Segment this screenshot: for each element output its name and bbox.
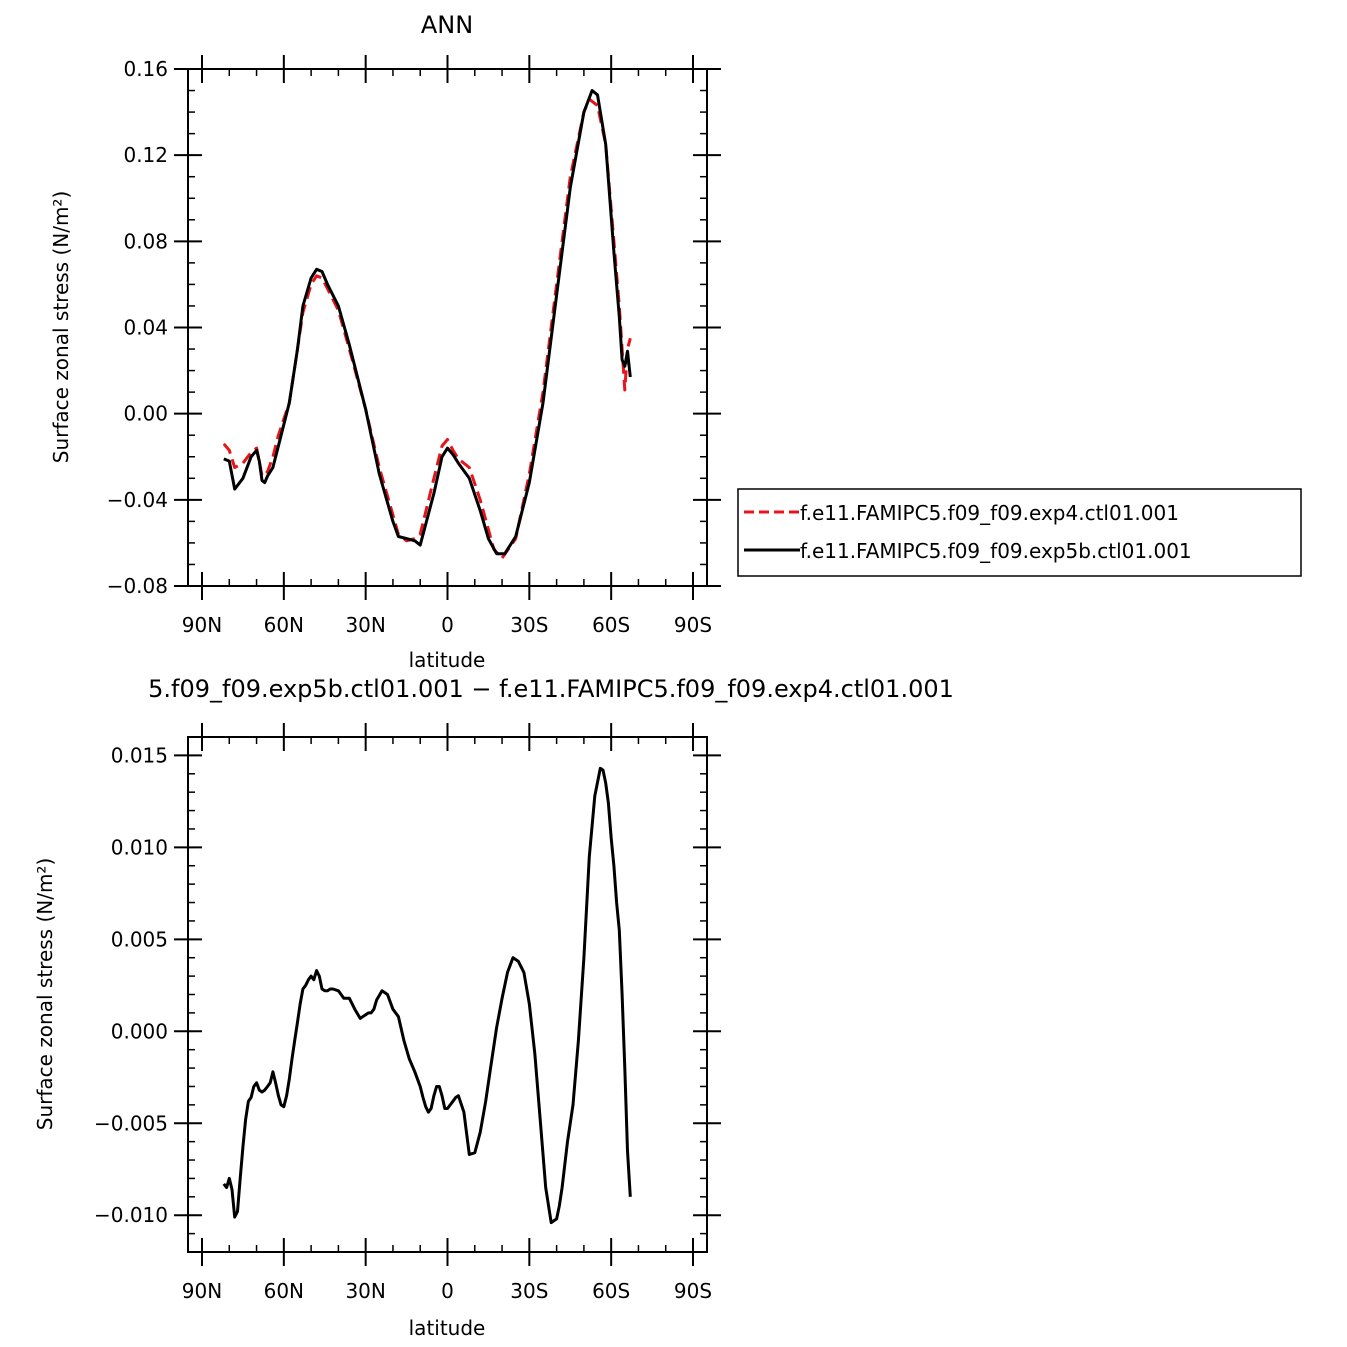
top-x-tick-label: 60N	[264, 613, 304, 637]
bottom-y-tick-label: −0.010	[94, 1203, 168, 1227]
bottom-x-tick-label: 30N	[345, 1279, 385, 1303]
top-y-tick-label: 0.12	[123, 143, 168, 167]
top-y-tick-label: 0.16	[123, 57, 168, 81]
bottom-chart-title: 5.f09_f09.exp5b.ctl01.001 − f.e11.FAMIPC…	[148, 675, 954, 703]
bottom-series-group	[222, 766, 632, 1225]
legend-box	[737, 488, 1302, 577]
bottom-y-tick-label: 0.010	[111, 835, 168, 859]
bottom-x-tick-labels: 90N 60N 30N 0 30S 60S 90S	[182, 1279, 712, 1303]
legend: f.e11.FAMIPC5.f09_f09.exp4.ctl01.001 f.e…	[737, 488, 1302, 577]
top-y-tick-label: −0.04	[107, 488, 168, 512]
top-y-tick-label: 0.00	[123, 402, 168, 426]
bottom-y-tick-label: −0.005	[94, 1111, 168, 1135]
top-x-tick-label: 30S	[510, 613, 548, 637]
bottom-y-axis-label: Surface zonal stress (N/m²)	[33, 858, 57, 1130]
bottom-y-tick-labels: 0.015 0.010 0.005 0.000 −0.005 −0.010	[94, 743, 168, 1227]
top-plot-frame	[187, 68, 708, 587]
top-series-group	[222, 89, 632, 560]
bottom-y-tick-label: 0.015	[111, 743, 168, 767]
top-chart: ANN 0.16 0.12 0.08 0.04 0.00 −0.04 −0.08…	[49, 11, 721, 672]
top-x-tick-label: 60S	[592, 613, 630, 637]
top-series-line-0	[222, 97, 632, 560]
bottom-y-tick-label: 0.000	[111, 1019, 168, 1043]
top-x-tick-label: 90S	[674, 613, 712, 637]
bottom-x-tick-label: 90N	[182, 1279, 222, 1303]
legend-label-exp5b: f.e11.FAMIPC5.f09_f09.exp5b.ctl01.001	[800, 539, 1192, 563]
top-y-tick-label: 0.04	[123, 316, 168, 340]
top-x-tick-label: 90N	[182, 613, 222, 637]
bottom-x-tick-label: 90S	[674, 1279, 712, 1303]
legend-label-exp4: f.e11.FAMIPC5.f09_f09.exp4.ctl01.001	[800, 501, 1179, 525]
bottom-x-tick-label: 60N	[264, 1279, 304, 1303]
top-series-line-1	[223, 89, 632, 556]
top-ticks	[174, 55, 721, 600]
bottom-x-tick-label: 0	[441, 1279, 454, 1303]
bottom-ticks	[174, 723, 721, 1266]
top-x-tick-labels: 90N 60N 30N 0 30S 60S 90S	[182, 613, 712, 637]
top-x-tick-label: 30N	[345, 613, 385, 637]
top-chart-title: ANN	[421, 11, 473, 39]
bottom-x-tick-label: 60S	[592, 1279, 630, 1303]
top-y-tick-labels: 0.16 0.12 0.08 0.04 0.00 −0.04 −0.08	[107, 57, 168, 598]
top-x-axis-label: latitude	[409, 648, 486, 672]
top-y-tick-label: −0.08	[107, 574, 168, 598]
bottom-y-tick-label: 0.005	[111, 927, 168, 951]
bottom-x-axis-label: latitude	[409, 1316, 486, 1340]
bottom-chart: 5.f09_f09.exp5b.ctl01.001 − f.e11.FAMIPC…	[33, 675, 954, 1340]
top-y-tick-label: 0.08	[123, 229, 168, 253]
top-x-tick-label: 0	[441, 613, 454, 637]
top-y-axis-label: Surface zonal stress (N/m²)	[49, 191, 73, 463]
bottom-x-tick-label: 30S	[510, 1279, 548, 1303]
bottom-series-line-0	[222, 766, 632, 1225]
